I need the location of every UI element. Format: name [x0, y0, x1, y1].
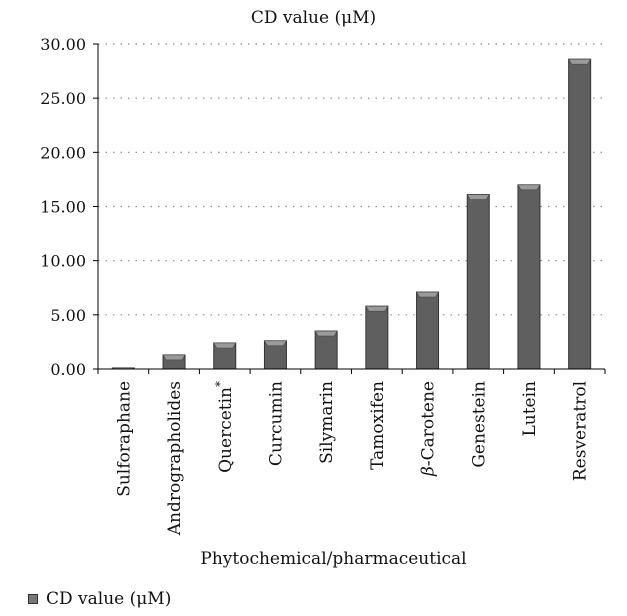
x-tick-label: Tamoxifen	[368, 381, 388, 470]
x-tick-label: Sulforaphane	[114, 381, 134, 497]
y-tick-label: 20.00	[40, 143, 86, 162]
x-tick-label: Quercetin*	[213, 381, 236, 473]
x-tick-label: Andrographolides	[165, 381, 185, 536]
x-tick-label: Genestein	[469, 381, 489, 468]
x-tick-label: Silymarin	[317, 381, 337, 464]
bar	[213, 342, 237, 370]
bar-top-bevel	[517, 184, 541, 191]
bar-body	[517, 184, 541, 370]
y-tick-label: 15.00	[40, 198, 86, 217]
legend: CD value (μM)	[28, 589, 171, 609]
bar-top-bevel	[416, 291, 440, 298]
y-tick-label: 30.00	[40, 35, 86, 54]
x-tick-label: Lutein	[520, 381, 540, 437]
bar-top-bevel	[213, 342, 237, 349]
bar-top-bevel	[466, 194, 490, 200]
legend-label: CD value (μM)	[46, 589, 172, 609]
x-tick-label: Resveratrol	[571, 381, 591, 481]
bars	[111, 58, 592, 370]
bar	[517, 184, 541, 370]
bar	[568, 58, 592, 370]
chart-title: CD value (μM)	[250, 8, 377, 28]
bar	[314, 330, 338, 370]
bar-top-bevel	[365, 305, 389, 312]
bar-top-bevel	[314, 330, 338, 337]
bar-body	[365, 305, 389, 370]
y-tick-label: 25.00	[40, 89, 86, 108]
bar-top-bevel	[162, 354, 186, 361]
bar	[162, 354, 186, 370]
bar	[466, 194, 490, 370]
x-tick-label: Curcumin	[266, 381, 286, 466]
x-axis-label: Phytochemical/pharmaceutical	[200, 549, 467, 569]
y-tick-label: 5.00	[50, 306, 86, 325]
bar-body	[416, 291, 440, 370]
bar	[365, 305, 389, 370]
bar-body	[314, 330, 338, 370]
x-tick-labels: Sulforaphane Andrographolides Quercetin* Cu…	[97, 369, 606, 536]
bar-top-bevel	[263, 340, 287, 347]
legend-swatch	[28, 594, 38, 604]
y-tick-labels: 0.00 5.00 10.00 15.00 20.00 25.00 30.00	[40, 35, 98, 379]
bar-body	[568, 58, 592, 370]
y-tick-label: 0.00	[50, 360, 86, 379]
bar	[263, 340, 287, 370]
bar-top-bevel	[568, 58, 592, 65]
bar	[416, 291, 440, 370]
y-tick-label: 10.00	[40, 252, 86, 271]
bar-body	[466, 194, 490, 370]
x-tick-label: β-Carotene	[419, 381, 439, 477]
